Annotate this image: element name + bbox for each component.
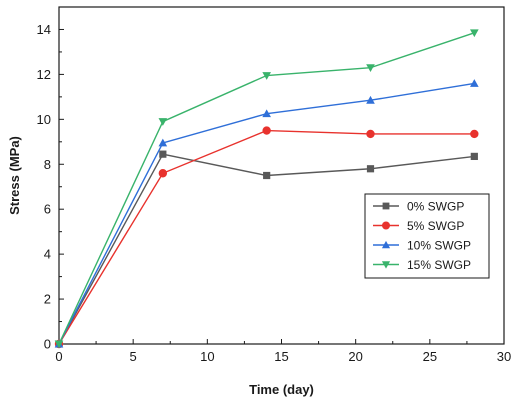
y-tick-label: 8 xyxy=(44,157,51,172)
y-axis-label: Stress (MPa) xyxy=(7,136,22,215)
data-point xyxy=(366,95,375,104)
data-point xyxy=(470,79,479,87)
data-point xyxy=(366,129,375,139)
data-point xyxy=(54,340,64,349)
x-tick-label: 10 xyxy=(200,349,214,364)
legend-marker xyxy=(382,202,390,210)
series-layer xyxy=(54,29,479,349)
axis-ticks: 0 5 10 15 20 25 30 0 2 4 6 8 10 12 14 xyxy=(37,22,512,364)
data-point xyxy=(262,72,271,80)
x-tick-label: 0 xyxy=(55,349,62,364)
data-point xyxy=(159,150,167,158)
x-tick-label: 15 xyxy=(274,349,288,364)
legend: 0% SWGP 5% SWGP 10% SWGP 15% SWGP xyxy=(364,193,490,279)
data-point xyxy=(158,169,168,178)
legend-marker xyxy=(381,261,391,269)
x-tick-label: 5 xyxy=(130,349,137,364)
data-point xyxy=(470,129,479,139)
data-point xyxy=(262,109,271,118)
y-tick-label: 2 xyxy=(44,292,51,307)
legend-label: 15% SWGP xyxy=(407,258,471,272)
y-tick-label: 6 xyxy=(44,202,51,217)
legend-marker xyxy=(382,221,390,230)
x-axis-label: Time (day) xyxy=(249,382,314,397)
data-point xyxy=(470,29,479,38)
data-point xyxy=(158,138,168,147)
legend-label: 10% SWGP xyxy=(407,239,471,253)
series-15-swgp xyxy=(54,29,479,349)
x-tick-label: 30 xyxy=(497,349,511,364)
y-tick-label: 14 xyxy=(37,22,51,37)
data-point xyxy=(366,165,375,173)
y-tick-label: 0 xyxy=(44,337,51,352)
y-tick-label: 12 xyxy=(37,67,51,82)
x-tick-label: 25 xyxy=(423,349,437,364)
data-point xyxy=(470,152,478,161)
data-point xyxy=(262,126,271,135)
legend-label: 0% SWGP xyxy=(407,200,464,214)
data-point xyxy=(366,64,375,72)
x-tick-label: 20 xyxy=(348,349,362,364)
legend-marker xyxy=(381,240,391,249)
data-point xyxy=(263,171,271,180)
data-point xyxy=(158,118,168,126)
y-tick-label: 10 xyxy=(37,112,51,127)
y-tick-label: 4 xyxy=(44,247,51,262)
legend-label: 5% SWGP xyxy=(407,219,464,233)
